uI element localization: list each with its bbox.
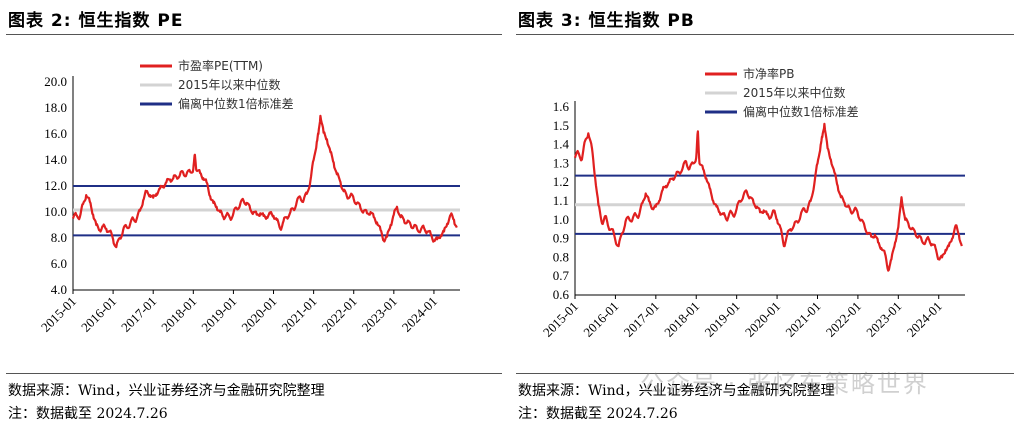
figure-pe-panel: 图表 2: 恒生指数 PE 4.0 6.0 8.0 10.0 12.0 14.0 16.0 1… bbox=[0, 0, 508, 424]
y-tick-label: 8.0 bbox=[51, 230, 67, 245]
main-series-line bbox=[71, 114, 458, 249]
data-note: 注：数据截至 2024.7.26 bbox=[518, 406, 678, 422]
data-source: 数据来源：Wind，兴业证券经济与金融研究院整理 bbox=[518, 383, 835, 399]
y-tick-label: 0.7 bbox=[553, 268, 570, 283]
y-tick-label: 16.0 bbox=[44, 126, 67, 141]
legend-label: 偏离中位数1倍标准差 bbox=[178, 96, 294, 111]
x-tick-label: 2015-01 bbox=[540, 299, 581, 340]
y-tick-label: 6.0 bbox=[51, 256, 67, 271]
x-tick-label: 2017-01 bbox=[621, 299, 662, 340]
x-tick-label: 2017-01 bbox=[118, 294, 159, 335]
y-tick-label: 1.3 bbox=[553, 155, 569, 170]
legend-label: 2015年以来中位数 bbox=[178, 77, 281, 92]
x-tick-label: 2023-01 bbox=[863, 299, 904, 340]
pe-line-chart: 4.0 6.0 8.0 10.0 12.0 14.0 16.0 18.0 20.0 2015-01… bbox=[38, 58, 460, 335]
x-tick-label: 2022-01 bbox=[823, 299, 864, 340]
y-tick-label: 1.5 bbox=[553, 118, 569, 133]
x-tick-label: 2018-01 bbox=[158, 294, 199, 335]
legend-label: 偏离中位数1倍标准差 bbox=[743, 104, 859, 119]
data-source: 数据来源：Wind，兴业证券经济与金融研究院整理 bbox=[8, 383, 325, 399]
y-tick-label: 1.1 bbox=[553, 193, 569, 208]
y-tick-label: 1.4 bbox=[553, 137, 570, 152]
legend-label: 市盈率PE(TTM) bbox=[178, 58, 263, 73]
x-tick-label: 2019-01 bbox=[198, 294, 239, 335]
bottom-rule bbox=[516, 373, 1014, 374]
x-tick-label: 2019-01 bbox=[702, 299, 743, 340]
main-series-line bbox=[573, 122, 963, 272]
pb-line-chart: 0.6 0.7 0.8 0.9 1.0 1.1 1.2 1.3 1.4 1.5 1.6 2015-01… bbox=[540, 66, 965, 340]
x-tick-label: 2020-01 bbox=[742, 299, 783, 340]
legend-label: 2015年以来中位数 bbox=[743, 85, 846, 100]
x-tick-label: 2016-01 bbox=[78, 294, 119, 335]
x-tick-label: 2016-01 bbox=[580, 299, 621, 340]
x-tick-label: 2018-01 bbox=[661, 299, 702, 340]
x-tick-label: 2024-01 bbox=[399, 294, 440, 335]
y-tick-label: 1.6 bbox=[553, 99, 570, 114]
figure-title: 图表 2: 恒生指数 PE bbox=[8, 11, 184, 31]
x-tick-label: 2020-01 bbox=[238, 294, 279, 335]
figure-title: 图表 3: 恒生指数 PB bbox=[518, 11, 695, 31]
top-rule bbox=[516, 34, 1014, 35]
y-tick-label: 18.0 bbox=[44, 100, 67, 115]
y-tick-label: 0.6 bbox=[553, 287, 570, 302]
y-tick-label: 1.0 bbox=[553, 212, 569, 227]
y-tick-label: 0.8 bbox=[553, 249, 569, 264]
x-tick-label: 2022-01 bbox=[319, 294, 360, 335]
figure-pb-panel: 图表 3: 恒生指数 PB 0.6 0.7 0.8 0.9 1.0 1.1 1.2 1.3 1.… bbox=[510, 0, 1020, 424]
top-rule bbox=[6, 34, 502, 35]
x-tick-label: 2021-01 bbox=[278, 294, 319, 335]
y-tick-label: 1.2 bbox=[553, 174, 569, 189]
y-tick-label: 0.9 bbox=[553, 231, 569, 246]
x-tick-label: 2023-01 bbox=[359, 294, 400, 335]
y-tick-label: 12.0 bbox=[44, 178, 67, 193]
y-tick-label: 4.0 bbox=[51, 282, 67, 297]
y-tick-label: 14.0 bbox=[44, 152, 67, 167]
x-tick-label: 2015-01 bbox=[38, 294, 79, 335]
legend-label: 市净率PB bbox=[743, 66, 794, 81]
y-tick-label: 10.0 bbox=[44, 204, 67, 219]
x-tick-label: 2024-01 bbox=[904, 299, 945, 340]
watermark: 公众号 · 张忆东策略世界 bbox=[640, 370, 929, 398]
x-tick-label: 2021-01 bbox=[782, 299, 823, 340]
y-tick-label: 20.0 bbox=[44, 74, 67, 89]
bottom-rule bbox=[6, 373, 502, 374]
data-note: 注：数据截至 2024.7.26 bbox=[8, 406, 168, 422]
